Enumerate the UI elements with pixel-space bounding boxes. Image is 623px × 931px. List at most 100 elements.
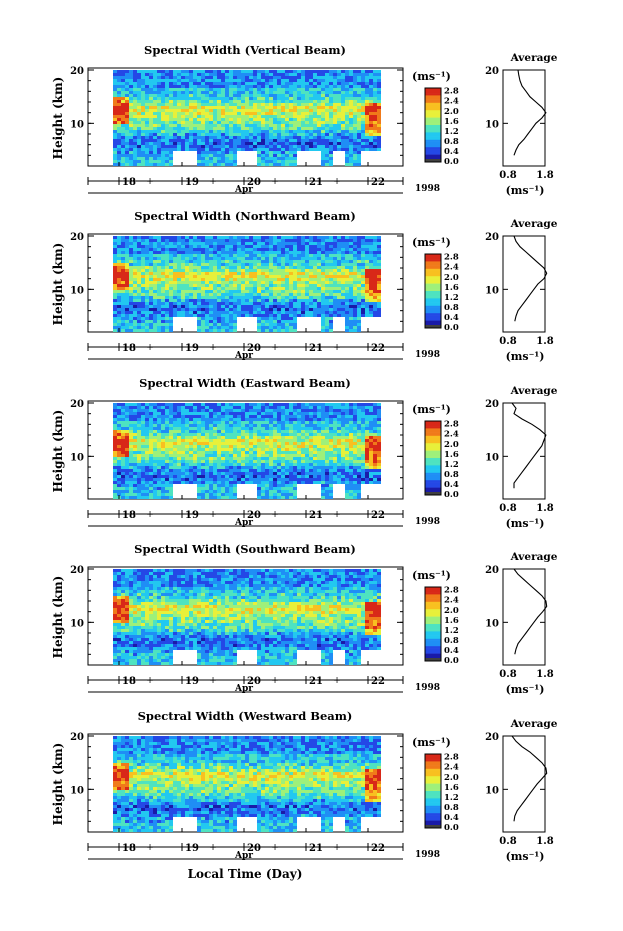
heatmap-cell: [277, 70, 281, 73]
heatmap-cell: [137, 88, 141, 91]
heatmap-cell: [149, 70, 153, 73]
heatmap-cell: [113, 278, 117, 281]
heatmap-cell: [205, 133, 209, 136]
heatmap-cell: [317, 281, 321, 284]
heatmap-cell: [177, 82, 181, 85]
heatmap-cell: [205, 94, 209, 97]
colorbar-step: [425, 143, 441, 146]
heatmap-cell: [137, 469, 141, 472]
heatmap-cell: [237, 239, 241, 242]
heatmap-cell: [241, 266, 245, 269]
heatmap-cell: [185, 481, 189, 484]
heatmap-cell: [377, 139, 381, 142]
heatmap-cell: [117, 463, 121, 466]
heatmap-cell: [281, 272, 285, 275]
heatmap-cell: [149, 121, 153, 124]
heatmap-cell: [113, 275, 117, 278]
heatmap-cell: [201, 436, 205, 439]
heatmap-cell: [161, 121, 165, 124]
heatmap-cell: [233, 79, 237, 82]
heatmap-cell: [113, 121, 117, 124]
heatmap-cell: [341, 85, 345, 88]
heatmap-cell: [229, 329, 233, 332]
heatmap-cell: [309, 127, 313, 130]
heatmap-cell: [313, 148, 317, 151]
heatmap-cell: [345, 272, 349, 275]
heatmap-cell: [309, 311, 313, 314]
heatmap-cell: [113, 472, 117, 475]
heatmap-cell: [205, 154, 209, 157]
heatmap-cell: [281, 308, 285, 311]
heatmap-cell: [233, 260, 237, 263]
heatmap-cell: [261, 287, 265, 290]
heatmap-cell: [213, 299, 217, 302]
heatmap-cell: [113, 154, 117, 157]
heatmap-cell: [193, 127, 197, 130]
heatmap-cell: [273, 85, 277, 88]
heatmap-cell: [341, 112, 345, 115]
heatmap-cell: [157, 478, 161, 481]
heatmap-cell: [229, 142, 233, 145]
heatmap-cell: [137, 275, 141, 278]
heatmap-cell: [269, 314, 273, 317]
heatmap-cell: [241, 112, 245, 115]
heatmap-cell: [305, 293, 309, 296]
heatmap-cell: [361, 236, 365, 239]
heatmap-cell: [121, 133, 125, 136]
heatmap-cell: [125, 272, 129, 275]
heatmap-cell: [141, 463, 145, 466]
heatmap-cell: [245, 70, 249, 73]
heatmap-cell: [237, 257, 241, 260]
heatmap-cell: [169, 415, 173, 418]
heatmap-cell: [293, 88, 297, 91]
heatmap-cell: [249, 245, 253, 248]
heatmap-cell: [129, 112, 133, 115]
heatmap-cell: [313, 272, 317, 275]
heatmap-cell: [249, 278, 253, 281]
heatmap-cell: [361, 290, 365, 293]
heatmap-cell: [117, 299, 121, 302]
heatmap-cell: [169, 442, 173, 445]
heatmap-cell: [317, 296, 321, 299]
heatmap-cell: [137, 115, 141, 118]
heatmap-cell: [217, 163, 221, 166]
heatmap-cell: [173, 236, 177, 239]
heatmap-cell: [321, 160, 325, 163]
heatmap-cell: [221, 263, 225, 266]
heatmap-cell: [169, 154, 173, 157]
heatmap-cell: [117, 418, 121, 421]
heatmap-cell: [245, 245, 249, 248]
heatmap-cell: [349, 326, 353, 329]
heatmap-cell: [301, 269, 305, 272]
heatmap-cell: [221, 136, 225, 139]
heatmap-cell: [225, 79, 229, 82]
heatmap-cell: [201, 263, 205, 266]
heatmap-cell: [181, 76, 185, 79]
heatmap-cell: [157, 79, 161, 82]
heatmap-cell: [277, 323, 281, 326]
heatmap-cell: [265, 148, 269, 151]
heatmap-cell: [281, 245, 285, 248]
heatmap-cell: [221, 257, 225, 260]
heatmap-cell: [365, 112, 369, 115]
heatmap-cell: [173, 290, 177, 293]
heatmap-cell: [145, 121, 149, 124]
heatmap-cell: [197, 472, 201, 475]
heatmap-cell: [277, 329, 281, 332]
heatmap-cell: [285, 130, 289, 133]
heatmap-cell: [245, 73, 249, 76]
heatmap-cell: [249, 242, 253, 245]
heatmap-cell: [181, 127, 185, 130]
heatmap-cell: [317, 139, 321, 142]
heatmap-cell: [121, 260, 125, 263]
colorbar-step: [425, 270, 441, 273]
heatmap-cell: [181, 284, 185, 287]
heatmap-cell: [185, 269, 189, 272]
heatmap-cell: [273, 106, 277, 109]
heatmap-cell: [141, 424, 145, 427]
x-tick-label: 19: [185, 343, 199, 354]
heatmap-cell: [161, 73, 165, 76]
heatmap-cell: [193, 466, 197, 469]
heatmap-cell: [153, 320, 157, 323]
heatmap-cell: [225, 281, 229, 284]
